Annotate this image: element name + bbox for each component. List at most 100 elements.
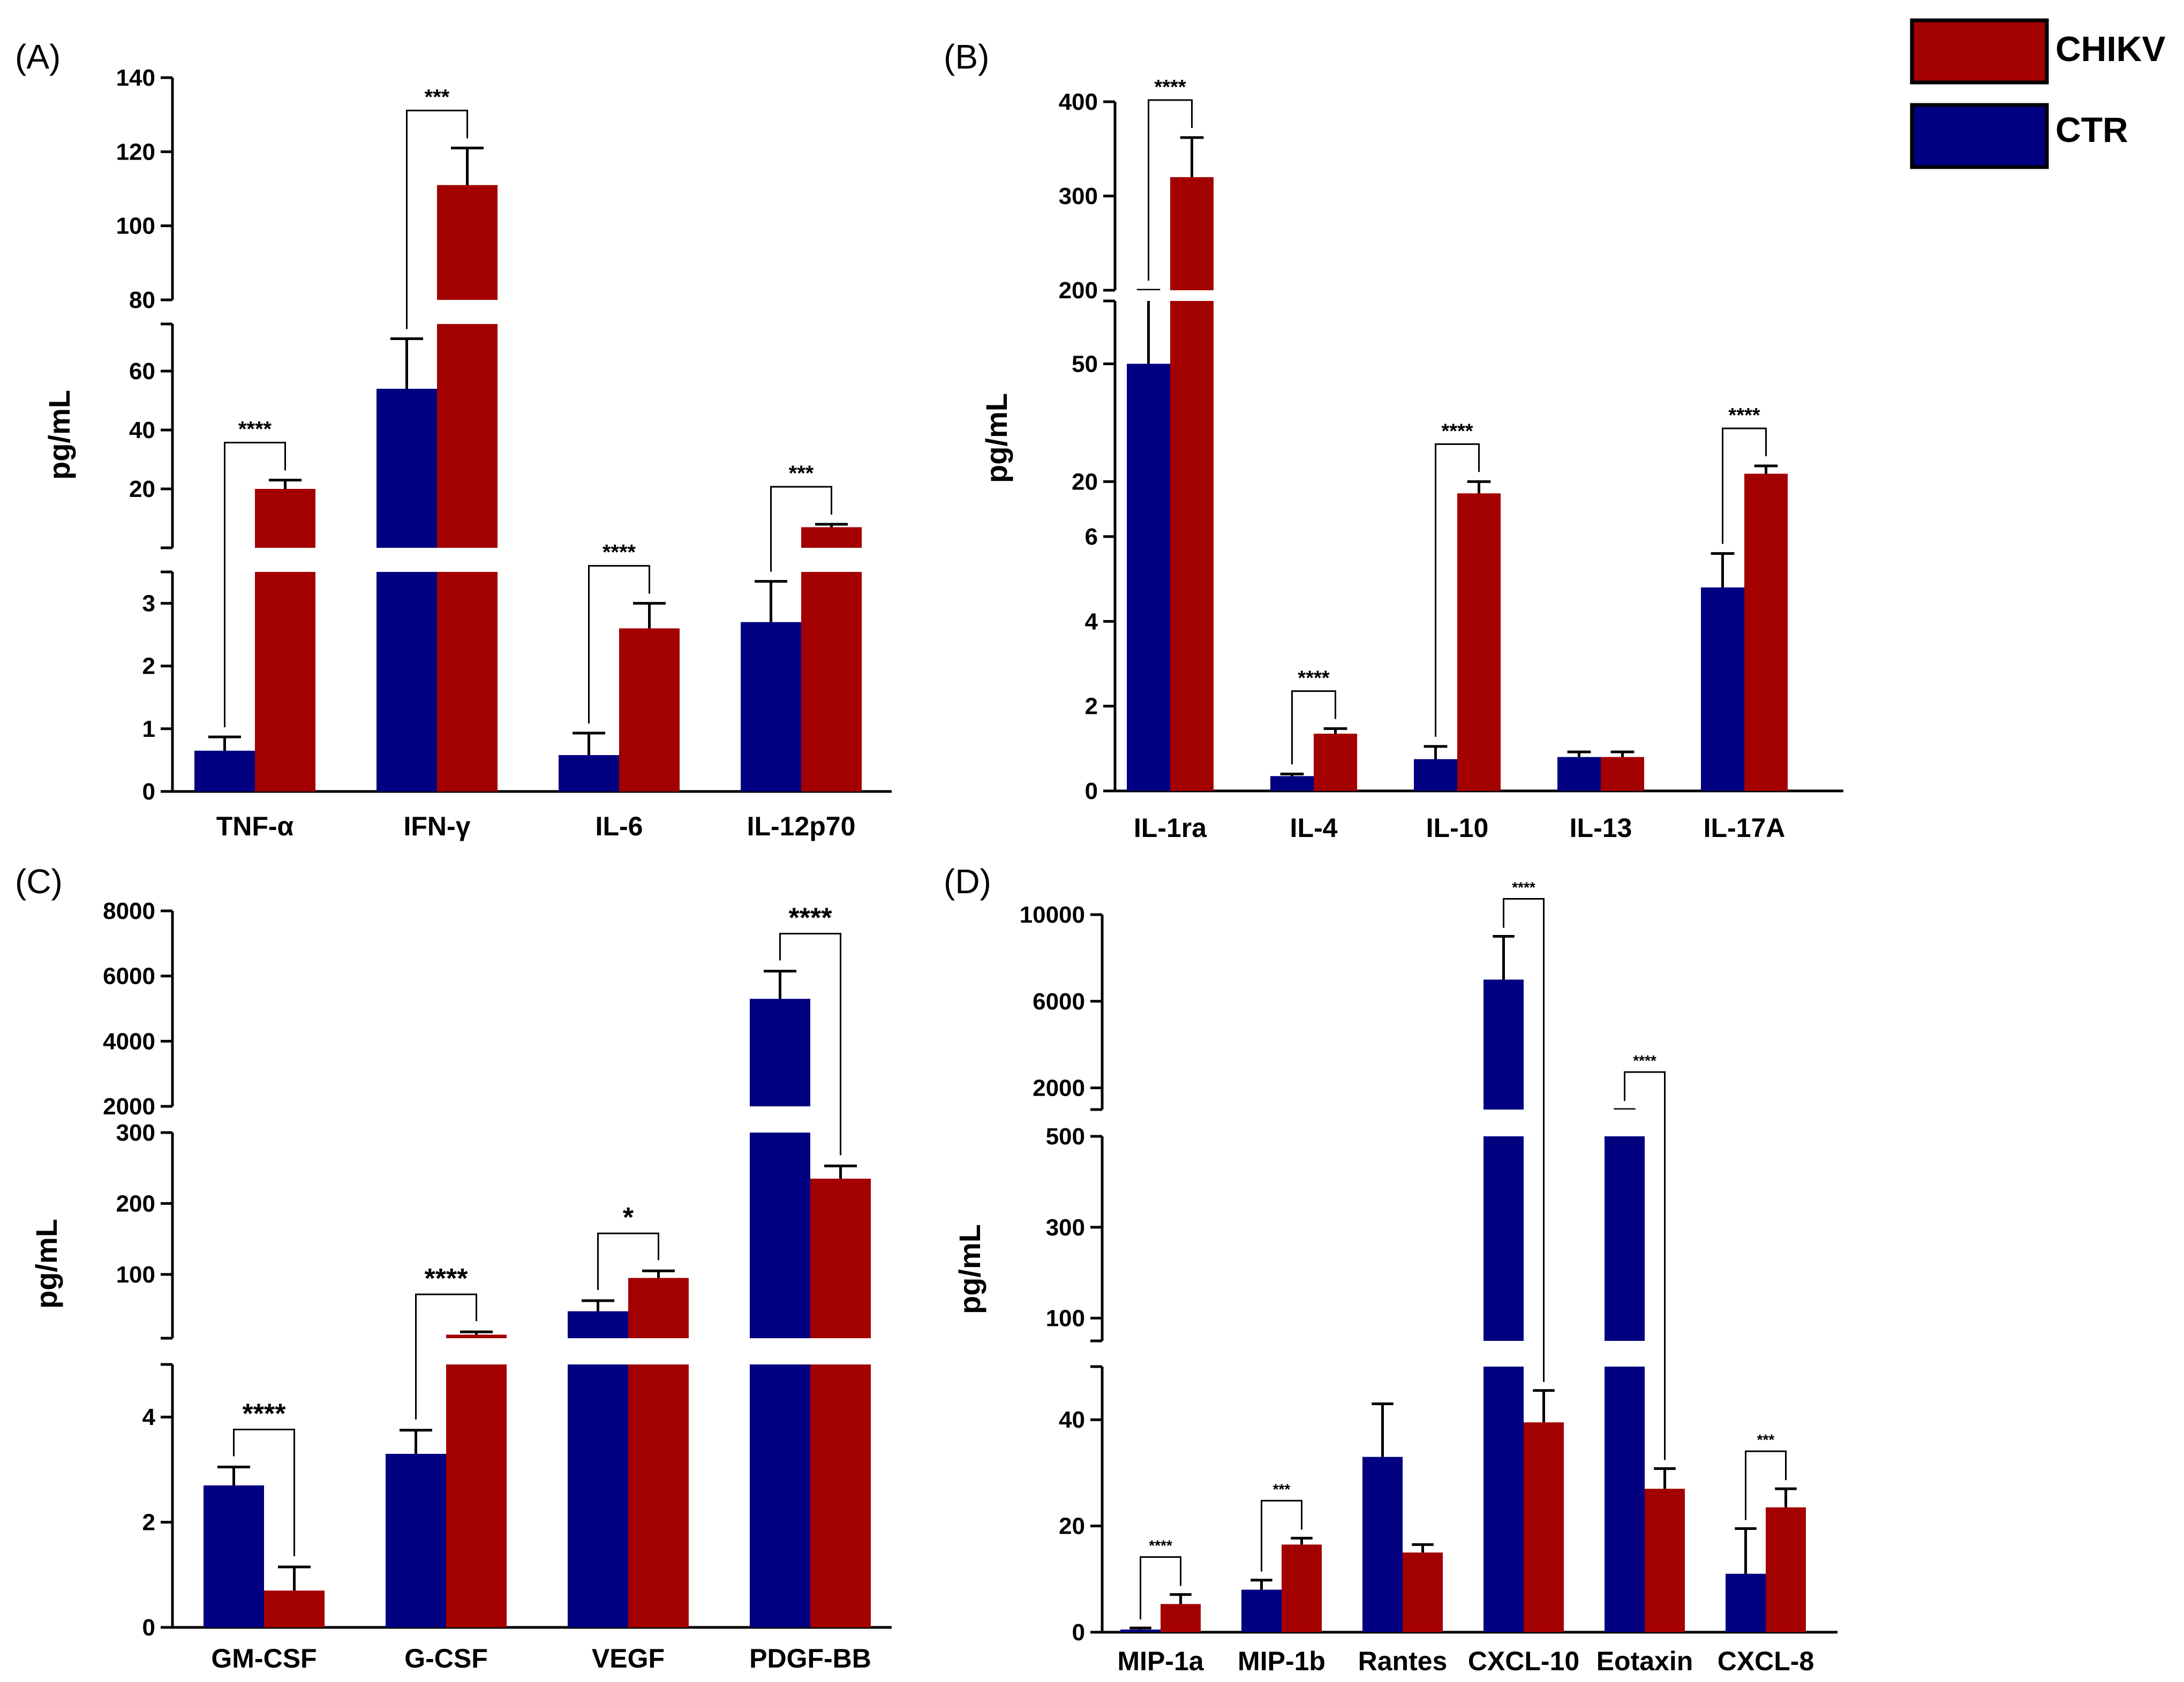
y-tick-label: 2 <box>1085 693 1098 720</box>
bar-chikv <box>1601 757 1644 791</box>
bar-ctr <box>1701 587 1744 791</box>
y-tick-label: 2000 <box>1033 1075 1085 1102</box>
category-label: GM-CSF <box>211 1643 317 1673</box>
significance-bracket <box>415 1293 477 1420</box>
y-tick-label: 4000 <box>103 1028 155 1054</box>
panel-d-letter: (D) <box>944 862 991 901</box>
significance-bracket <box>1291 690 1336 765</box>
category-label: IL-12p70 <box>747 811 856 841</box>
significance-label: **** <box>243 1398 287 1429</box>
y-tick-label: 0 <box>142 1615 155 1641</box>
y-tick-label: 100 <box>116 1262 155 1288</box>
significance-bracket <box>770 486 832 572</box>
y-tick-label: 80 <box>129 287 155 313</box>
bar-ctr <box>1726 1573 1766 1632</box>
category-label: VEGF <box>592 1643 665 1673</box>
bar-chikv <box>446 1334 507 1627</box>
significance-bracket <box>597 1232 659 1290</box>
y-tick-label: 2 <box>142 1510 155 1536</box>
y-tick-label: 0 <box>142 779 155 805</box>
bar-chikv <box>1282 1544 1322 1632</box>
category-label: Rantes <box>1358 1646 1448 1676</box>
bar-chikv <box>437 185 498 791</box>
bar-ctr <box>386 1453 446 1627</box>
y-tick-label: 4 <box>1085 608 1098 635</box>
significance-bracket <box>406 109 468 329</box>
legend-label-ctr: CTR <box>2055 110 2128 149</box>
bar-chikv <box>619 628 680 791</box>
bar-chikv <box>1403 1552 1443 1632</box>
significance-label: **** <box>603 541 636 564</box>
legend-swatch-ctr <box>1910 103 2049 169</box>
panel-d: (D) 0 20 40 100 300 500 2000 6000 10000 pg/mL MIP-… <box>944 862 1837 1676</box>
significance-bracket <box>1745 1450 1787 1520</box>
bar-chikv <box>1766 1507 1806 1632</box>
category-label: Eotaxin <box>1596 1646 1693 1676</box>
y-tick-label: 400 <box>1059 89 1098 115</box>
bar-ctr <box>194 750 255 791</box>
bar-chikv <box>1645 1489 1685 1632</box>
significance-bracket <box>1148 99 1193 281</box>
panel-c-letter: (C) <box>15 862 63 901</box>
significance-label: **** <box>1728 404 1760 427</box>
significance-bracket <box>1261 1499 1302 1572</box>
y-tick-label: 200 <box>116 1190 155 1217</box>
significance-label: **** <box>1633 1052 1656 1069</box>
y-axis-title: pg/mL <box>953 1224 986 1314</box>
significance-bracket <box>233 1428 295 1557</box>
axis-break-gap <box>175 300 892 324</box>
significance-bracket <box>1624 1071 1666 1460</box>
bar-ctr <box>1557 757 1601 791</box>
y-tick-label: 300 <box>1046 1215 1085 1241</box>
category-label: IL-13 <box>1570 813 1632 843</box>
bar-ctr <box>1120 1630 1161 1632</box>
significance-bracket <box>1722 427 1767 544</box>
category-label: IL-17A <box>1704 813 1786 843</box>
panel-b: (B) 0 2 4 6 20 50 200 300 400 pg/mL IL-1ra IL-4 IL-1… <box>944 37 1843 843</box>
y-tick-label: 0 <box>1072 1619 1085 1646</box>
y-tick-label: 60 <box>129 358 155 384</box>
y-tick-label: 140 <box>116 65 155 91</box>
y-tick-label: 20 <box>1059 1513 1085 1540</box>
bar-chikv <box>1170 177 1214 791</box>
bar-chikv <box>1161 1604 1201 1632</box>
category-label: PDGF-BB <box>749 1643 871 1673</box>
bar-chikv <box>1744 473 1788 791</box>
axis-break-gap <box>175 1106 892 1133</box>
significance-label: **** <box>1441 420 1473 442</box>
panel-b-letter: (B) <box>944 37 989 76</box>
category-label: IL-10 <box>1426 813 1489 843</box>
significance-label: *** <box>425 85 450 109</box>
y-tick-label: 100 <box>116 213 155 239</box>
bar-chikv <box>628 1278 689 1627</box>
y-tick-label: 4 <box>142 1404 156 1430</box>
y-axis-title: pg/mL <box>980 393 1013 483</box>
significance-label: **** <box>1512 879 1535 895</box>
significance-label: * <box>623 1202 634 1233</box>
significance-label: **** <box>238 418 272 441</box>
significance-bracket <box>779 933 841 1156</box>
bar-chikv <box>1457 493 1501 791</box>
bar-ctr <box>1483 979 1524 1632</box>
category-label: IFN-γ <box>404 811 471 841</box>
significance-label: *** <box>1273 1481 1291 1497</box>
significance-label: *** <box>789 462 814 485</box>
bar-ctr <box>1127 364 1170 791</box>
y-tick-label: 1 <box>142 716 155 742</box>
bar-ctr <box>750 999 810 1627</box>
axis-break-gap <box>175 1338 892 1364</box>
y-tick-label: 50 <box>1072 351 1098 377</box>
category-label: CXCL-8 <box>1718 1646 1814 1676</box>
bar-ctr <box>559 755 619 791</box>
y-tick-label: 20 <box>1072 469 1098 495</box>
bar-ctr <box>204 1485 264 1627</box>
y-tick-label: 20 <box>129 476 155 502</box>
significance-label: **** <box>789 903 833 934</box>
bar-chikv <box>255 489 315 791</box>
y-tick-label: 100 <box>1046 1306 1085 1332</box>
bar-ctr <box>741 622 801 791</box>
y-axis-title: pg/mL <box>42 390 76 480</box>
bar-ctr <box>1414 759 1457 791</box>
bar-chikv <box>1314 734 1357 791</box>
